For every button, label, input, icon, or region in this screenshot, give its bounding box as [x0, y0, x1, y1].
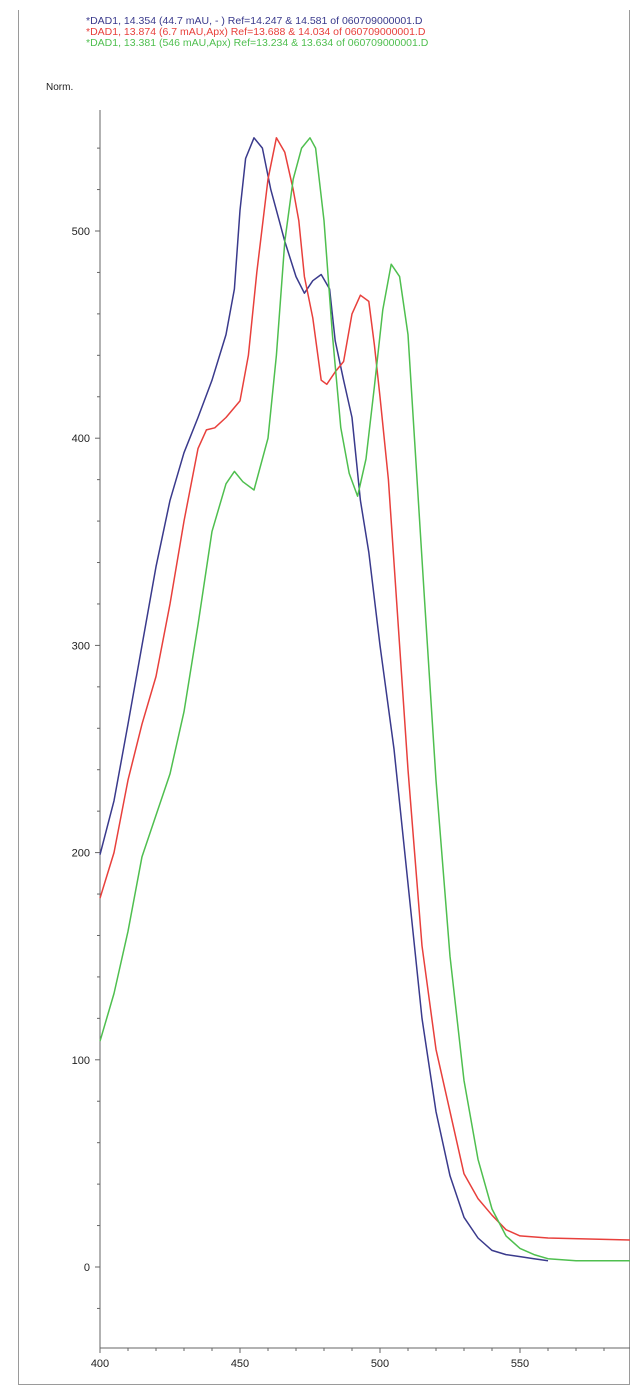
legend-entry-red: *DAD1, 13.874 (6.7 mAU,Apx) Ref=13.688 &…	[86, 26, 426, 38]
y-tick-label: 100	[72, 1055, 90, 1067]
series-line-1	[99, 137, 549, 1262]
series-line-3	[99, 137, 630, 1262]
y-tick-label: 400	[72, 433, 90, 445]
y-axis-label: Norm.	[46, 82, 74, 93]
series-line-2	[99, 137, 630, 1241]
y-tick-label: 200	[72, 848, 90, 860]
x-tick-label: 450	[231, 1358, 249, 1370]
y-tick-label: 500	[72, 226, 90, 238]
y-tick-label: 0	[84, 1262, 90, 1274]
legend-entry-green: *DAD1, 13.381 (546 mAU,Apx) Ref=13.234 &…	[86, 37, 429, 49]
legend: *DAD1, 14.354 (44.7 mAU, - ) Ref=14.247 …	[86, 16, 428, 49]
x-tick-label: 500	[371, 1358, 389, 1370]
x-tick-label: 550	[511, 1358, 529, 1370]
x-tick-label: 400	[91, 1358, 109, 1370]
legend-entry-blue: *DAD1, 14.354 (44.7 mAU, - ) Ref=14.247 …	[86, 15, 423, 27]
y-tick-label: 300	[72, 640, 90, 652]
